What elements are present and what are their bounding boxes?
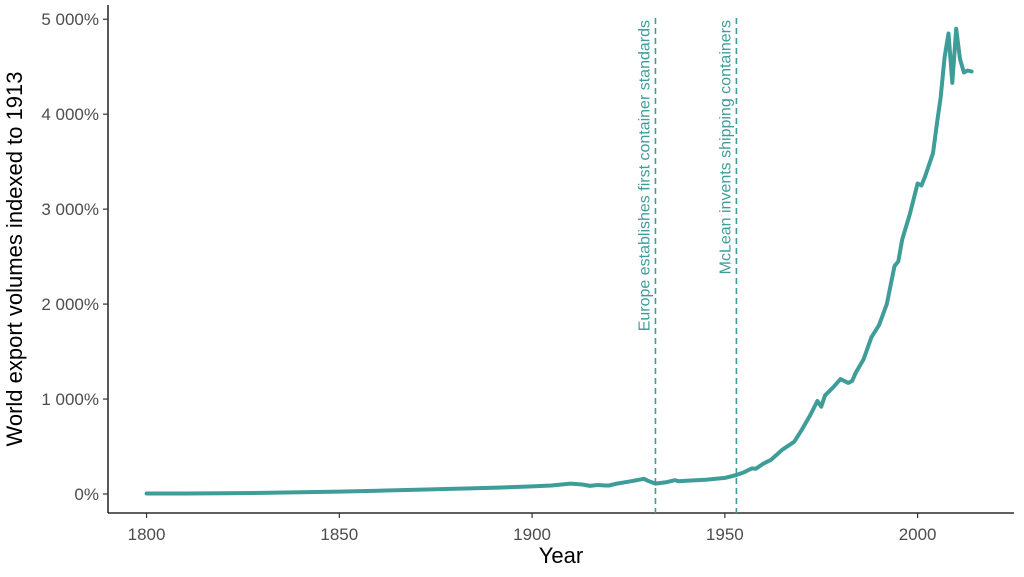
x-tick-label: 2000 [899,525,937,544]
y-tick-label: 3 000% [41,200,99,219]
y-axis-title: World export volumes indexed to 1913 [2,71,27,446]
x-tick-label: 1950 [706,525,744,544]
x-tick-label: 1800 [128,525,166,544]
series-line [144,26,974,496]
y-tick-label: 1 000% [41,390,99,409]
y-tick-label: 4 000% [41,105,99,124]
annotation-label: Europe establishes first container stand… [636,20,653,331]
annotations: Europe establishes first container stand… [636,18,738,513]
x-ticks: 1800 1850 1900 1950 2000 [128,513,937,544]
x-tick-label: 1900 [513,525,551,544]
y-tick-label: 2 000% [41,295,99,314]
x-tick-label: 1850 [320,525,358,544]
x-axis-title: Year [539,543,583,568]
annotation-label: McLean invents shipping containers [717,20,734,274]
y-tick-label: 5 000% [41,10,99,29]
y-ticks: 0% 1 000% 2 000% 3 000% 4 000% 5 000% [41,10,108,504]
y-tick-label: 0% [74,485,99,504]
axes [107,5,1014,514]
